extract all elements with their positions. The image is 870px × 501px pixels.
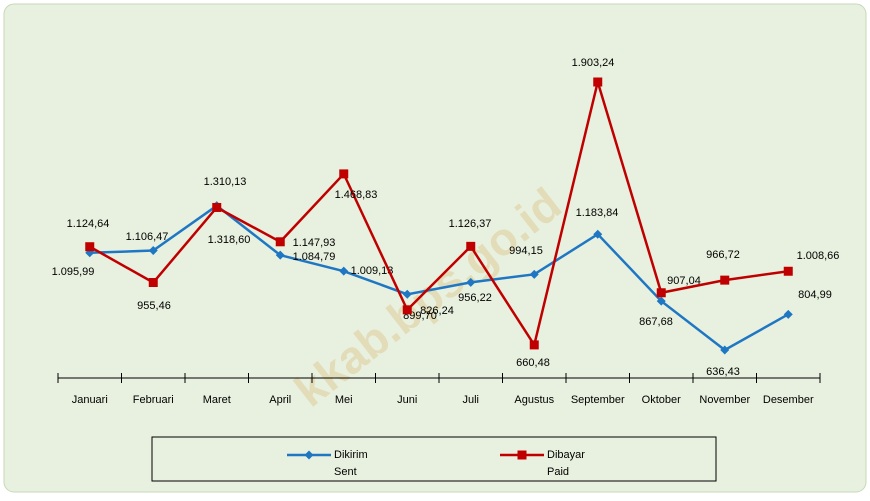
point (517, 450, 527, 460)
point (529, 269, 539, 279)
data-label: 1.147,93 (293, 237, 336, 249)
legend-label: Dibayar (547, 449, 585, 461)
x-tick-label: Februari (133, 394, 174, 406)
data-label: 1.009,13 (351, 265, 394, 277)
point (783, 309, 793, 319)
point (339, 169, 349, 179)
point (148, 278, 158, 288)
point (402, 289, 412, 299)
data-label: 867,68 (639, 316, 673, 328)
point (656, 296, 666, 306)
x-tick-label: Juni (397, 394, 417, 406)
data-label: 907,04 (667, 275, 701, 287)
point (304, 450, 314, 460)
x-tick-label: Agustus (514, 394, 554, 406)
x-tick-label: Juli (462, 394, 479, 406)
data-label: 1.126,37 (449, 218, 492, 230)
point (783, 266, 793, 276)
point (466, 241, 476, 251)
x-tick-label: Januari (72, 394, 108, 406)
data-label: 1.183,84 (576, 207, 619, 219)
data-label: 1.106,47 (126, 231, 169, 243)
x-tick-label: April (269, 394, 291, 406)
data-label: 1.468,83 (335, 189, 378, 201)
point (656, 288, 666, 298)
legend-label-en: Paid (547, 466, 569, 478)
data-label: 826,24 (420, 305, 454, 317)
data-label: 956,22 (458, 292, 492, 304)
data-label: 994,15 (509, 245, 543, 257)
point (85, 242, 95, 252)
point (339, 266, 349, 276)
legend-label-en: Sent (334, 466, 357, 478)
point (402, 305, 412, 315)
point (275, 250, 285, 260)
x-tick-label: Maret (203, 394, 231, 406)
data-label: 955,46 (137, 300, 171, 312)
panel (3, 3, 867, 493)
series-line (89, 204, 789, 352)
data-label: 1.084,79 (293, 251, 336, 263)
point (720, 345, 730, 355)
data-label: 660,48 (516, 357, 550, 369)
point (720, 275, 730, 285)
point (593, 229, 603, 239)
point (212, 202, 222, 212)
x-tick-label: September (571, 394, 625, 406)
data-label: 966,72 (706, 249, 740, 261)
data-label: 1.124,64 (67, 218, 110, 230)
data-label: 1.095,99 (52, 266, 95, 278)
legend-label: Dikirim (334, 449, 368, 461)
series-line (89, 77, 789, 349)
point (148, 246, 158, 256)
point (466, 277, 476, 287)
point (275, 237, 285, 247)
data-label: 804,99 (798, 289, 832, 301)
x-tick-label: Mei (335, 394, 353, 406)
data-label: 1.310,13 (204, 176, 247, 188)
data-label: 636,43 (706, 366, 740, 378)
legend-box (151, 436, 717, 482)
data-label: 1.903,24 (572, 57, 615, 69)
point (529, 340, 539, 350)
x-tick-label: November (699, 394, 750, 406)
x-tick-label: Desember (763, 394, 814, 406)
x-tick-label: Oktober (642, 394, 681, 406)
data-label: 1.318,60 (208, 234, 251, 246)
point (593, 77, 603, 87)
data-label: 1.008,66 (797, 250, 840, 262)
